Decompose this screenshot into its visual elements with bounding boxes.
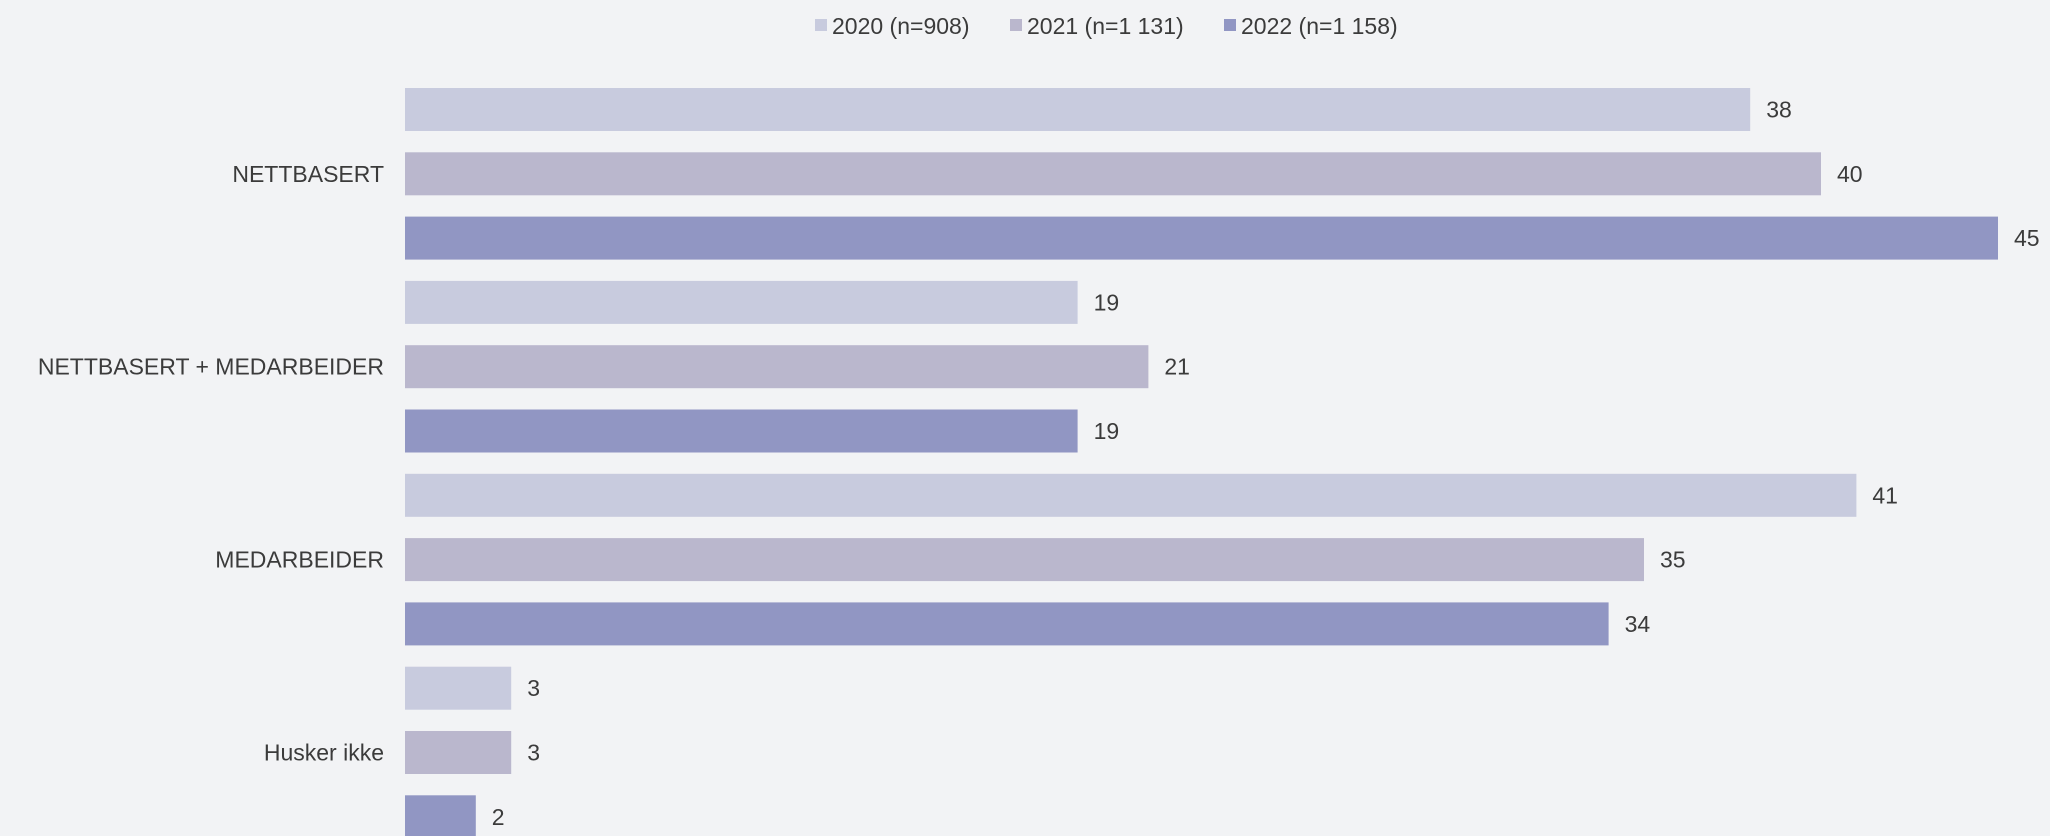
legend-label-1: 2021 (n=1 131)	[1027, 13, 1184, 39]
value-label-1-2: 19	[1094, 418, 1120, 444]
value-label-0-0: 38	[1766, 97, 1792, 123]
value-label-2-2: 34	[1625, 611, 1651, 637]
bar-2-0	[405, 473, 1857, 517]
category-label-3: Husker ikke	[264, 740, 384, 766]
bar-3-1	[405, 731, 512, 774]
legend-swatch-0	[815, 19, 827, 31]
bars	[405, 88, 1998, 836]
value-label-3-2: 2	[492, 804, 505, 830]
bar-0-1	[405, 152, 1821, 196]
bar-1-0	[405, 280, 1078, 324]
legend-swatch-2	[1224, 19, 1236, 31]
category-label-0: NETTBASERT	[232, 161, 384, 187]
category-label-2: MEDARBEIDER	[215, 547, 384, 573]
chart-legend: 2020 (n=908) 2021 (n=1 131) 2022 (n=1 158)	[815, 13, 1398, 39]
value-label-1-0: 19	[1094, 289, 1120, 315]
bar-2-1	[405, 538, 1644, 582]
category-label-1: NETTBASERT + MEDARBEIDER	[38, 354, 384, 380]
bar-0-0	[405, 88, 1751, 131]
value-label-0-2: 45	[2014, 225, 2040, 251]
value-label-2-0: 41	[1872, 482, 1898, 508]
bar-3-2	[405, 795, 476, 836]
legend-swatch-1	[1010, 19, 1022, 31]
value-label-0-1: 40	[1837, 161, 1863, 187]
legend-label-0: 2020 (n=908)	[832, 13, 969, 39]
value-label-1-1: 21	[1164, 354, 1190, 380]
value-label-2-1: 35	[1660, 547, 1686, 573]
bar-1-2	[405, 409, 1078, 453]
bar-3-0	[405, 666, 512, 710]
bar-2-2	[405, 602, 1609, 646]
bar-0-2	[405, 216, 1998, 260]
bar-1-1	[405, 345, 1149, 389]
value-label-3-1: 3	[527, 740, 540, 766]
category-labels: NETTBASERT NETTBASERT + MEDARBEIDER MEDARB…	[38, 161, 384, 766]
legend-label-2: 2022 (n=1 158)	[1241, 13, 1398, 39]
value-label-3-0: 3	[527, 675, 540, 701]
